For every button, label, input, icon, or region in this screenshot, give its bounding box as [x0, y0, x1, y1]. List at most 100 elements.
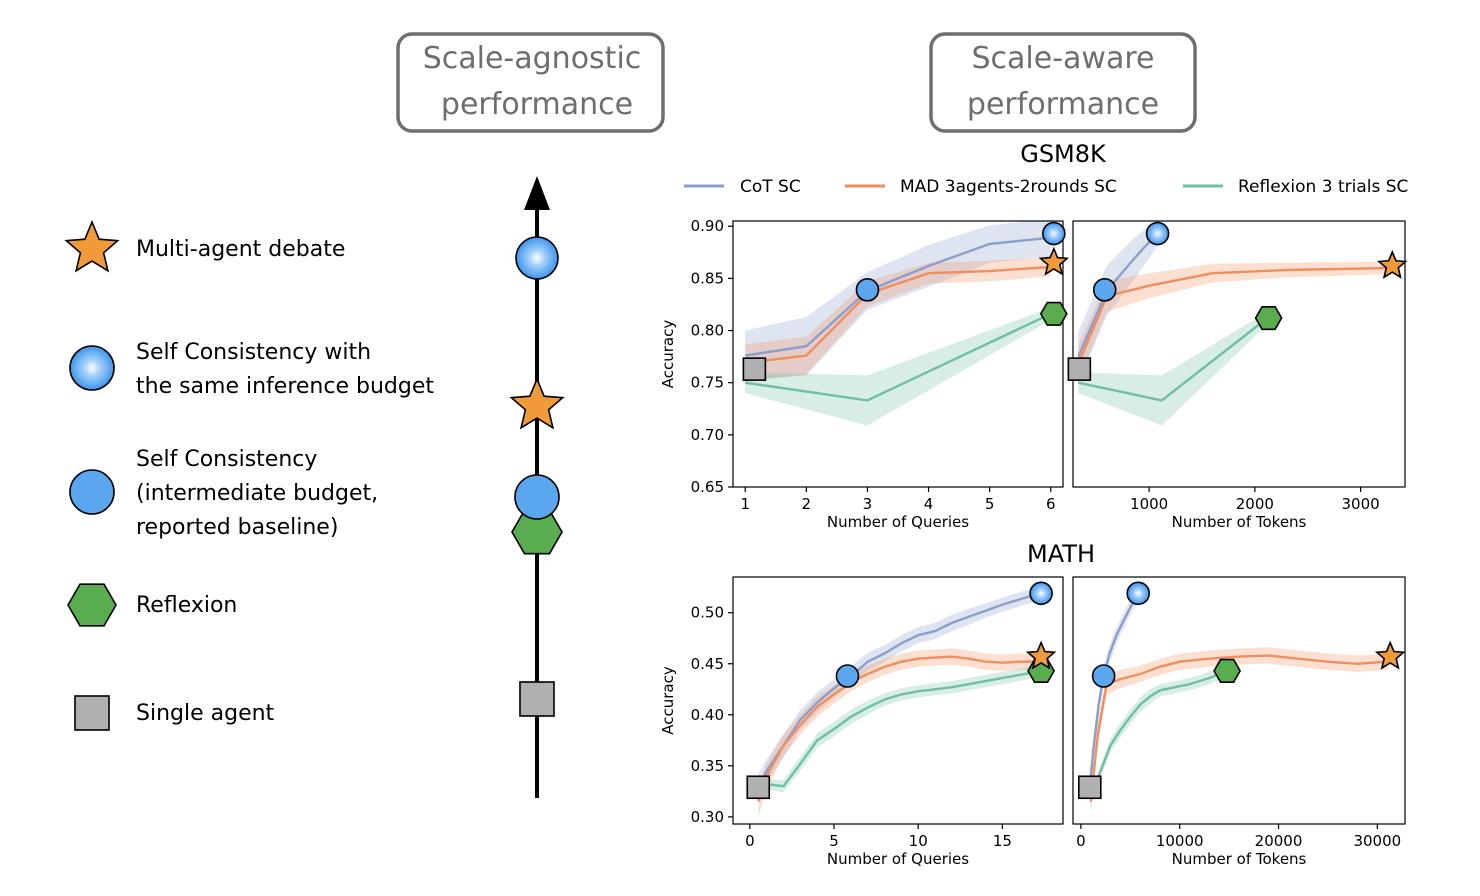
y-tick-label: 0.50: [691, 604, 724, 622]
line-mad: [1077, 266, 1393, 365]
x-tick-label: 5: [829, 832, 839, 850]
band-reflexion: [766, 665, 1037, 793]
star-marker: [1377, 249, 1408, 279]
band-cot-sc: [758, 587, 1037, 799]
x-tick-label: 1000: [1130, 495, 1168, 513]
x-tick-label: 4: [924, 495, 934, 513]
x-axis-label: Number of Tokens: [1172, 513, 1307, 531]
axis-marker-gradient-circle: [515, 236, 559, 280]
x-axis-label: Number of Tokens: [1172, 850, 1307, 868]
legend-label-mad: MAD 3agents-2rounds SC: [900, 177, 1117, 197]
scale-agnostic-box: Scale-agnostic performance: [396, 32, 665, 133]
square-marker: [1077, 775, 1102, 800]
x-tick-label: 20000: [1255, 832, 1303, 850]
legend-label-sc-same-budget-line2: the same inference budget: [136, 374, 434, 399]
legend-label-reflexion: Reflexion: [136, 593, 237, 618]
x-tick-label: 6: [1046, 495, 1056, 513]
x-tick-label: 1: [740, 495, 750, 513]
plot-area: [757, 587, 1037, 817]
hexagon-marker: [1213, 658, 1242, 684]
legend-label-sc-intermediate-line1: Self Consistency: [136, 447, 317, 472]
band-mad: [758, 648, 1037, 817]
band-reflexion: [1078, 311, 1268, 426]
legend-item-self-consistency-same-budget: Self Consistency with the same inference…: [69, 340, 434, 399]
square-marker: [1067, 357, 1092, 381]
line-reflexion: [766, 670, 1037, 788]
plot-area: [745, 221, 1052, 426]
legend-label-multi-agent-debate: Multi-agent debate: [136, 237, 345, 262]
band-cot-sc: [1089, 586, 1139, 799]
axis-marker-star: [509, 376, 565, 430]
legend-item-multi-agent-debate: Multi-agent debate: [64, 219, 345, 273]
x-tick-label: 0: [745, 832, 755, 850]
square-marker: [746, 775, 771, 800]
square-icon: [74, 695, 110, 731]
star-shape: [64, 219, 120, 273]
legend-label-single-agent: Single agent: [136, 701, 275, 726]
plot-area: [1088, 586, 1388, 817]
gradient-circle-icon: [69, 345, 115, 391]
circle-marker: [835, 664, 860, 688]
star-shape: [509, 376, 565, 430]
star-marker: [1038, 246, 1070, 276]
legend-item-self-consistency-intermediate: Self Consistency (intermediate budget, r…: [69, 447, 378, 540]
line-reflexion: [1078, 317, 1269, 402]
band-reflexion: [745, 307, 1051, 426]
legend-label-sc-intermediate-line3: reported baseline): [136, 515, 338, 540]
x-axis-label: Number of Queries: [827, 513, 969, 531]
circle-marker: [1092, 278, 1117, 302]
gradient-circle-shape: [69, 345, 115, 391]
x-tick-label: 30000: [1353, 832, 1401, 850]
legend-label-sc-same-budget-line1: Self Consistency with: [136, 340, 371, 365]
square-shape: [74, 695, 110, 731]
line-reflexion: [745, 312, 1052, 402]
axis-marker-circle: [514, 474, 560, 520]
line-reflexion: [1094, 669, 1230, 785]
square-marker: [742, 357, 767, 381]
legend-label-sc-intermediate-line2: (intermediate budget,: [136, 481, 378, 506]
y-tick-label: 0.75: [691, 374, 724, 392]
marker-legend: Multi-agent debate Self Consistency with…: [64, 219, 434, 731]
circle-icon: [69, 469, 115, 515]
y-axis-label: Accuracy: [659, 666, 677, 735]
plot-frame: [732, 576, 1064, 825]
y-tick-label: 0.30: [691, 808, 724, 826]
x-tick-label: 2000: [1236, 495, 1274, 513]
gsm8k-queries-panel: 1 2 3 4 5 6 0.65 0.70 0.75 0.80 0.85 0.90 Number of …: [659, 217, 1070, 531]
y-tick-label: 0.90: [691, 217, 724, 235]
gradient-circle-shape: [515, 236, 559, 280]
x-axis-label: Number of Queries: [827, 850, 969, 868]
legend-item-reflexion: Reflexion: [67, 583, 237, 627]
line-cot-sc: [757, 593, 1037, 787]
x-tick-label: 2: [802, 495, 812, 513]
circle-shape: [514, 474, 560, 520]
y-tick-label: 0.45: [691, 655, 724, 673]
x-tick-label: 0: [1076, 832, 1086, 850]
math-tokens-panel: 0 10000 20000 30000 Number of Tokens: [1072, 576, 1406, 868]
line-cot-sc: [1088, 592, 1140, 787]
axis-arrow-up-icon: [524, 176, 550, 210]
legend-item-single-agent: Single agent: [74, 695, 275, 731]
math-queries-panel: 0 5 10 15 0.30 0.35 0.40 0.45 0.50 Number of Quer…: [659, 576, 1064, 868]
star-marker: [1025, 640, 1057, 670]
axis-marker-square: [519, 681, 555, 717]
star-marker: [1374, 640, 1406, 670]
hexagon-marker: [1039, 301, 1068, 326]
scale-aware-box: Scale-aware performance: [929, 32, 1197, 133]
band-mad: [745, 257, 1051, 382]
math-title: MATH: [1027, 540, 1095, 568]
plot-frame: [1072, 220, 1406, 488]
gradient-circle-marker: [1042, 221, 1066, 246]
scale-aware-line2: performance: [967, 87, 1159, 122]
plot-frame: [732, 220, 1064, 488]
x-tick-label: 15: [993, 832, 1012, 850]
circle-marker: [1091, 664, 1116, 688]
circle-shape: [69, 469, 115, 515]
y-tick-label: 0.65: [691, 478, 724, 496]
line-mad: [745, 265, 1051, 365]
gradient-circle-marker: [1029, 581, 1053, 606]
gradient-circle-marker: [1126, 581, 1151, 606]
y-tick-label: 0.85: [691, 269, 724, 287]
scale-aware-line1: Scale-aware: [972, 41, 1155, 76]
